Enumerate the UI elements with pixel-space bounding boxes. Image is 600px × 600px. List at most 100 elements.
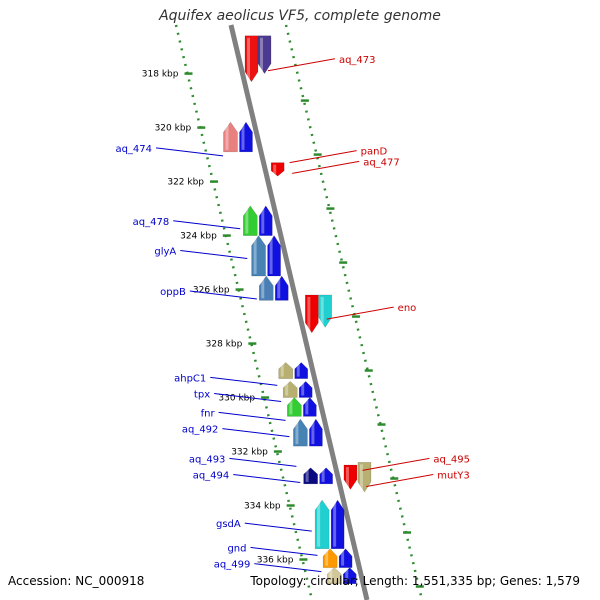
leader-line: [222, 428, 290, 438]
gene-gnd: [322, 548, 338, 568]
summary-text: Topology: circular; Length: 1,551,335 bp…: [250, 574, 580, 588]
gene-shine: [280, 364, 284, 377]
gene-shine: [311, 421, 315, 445]
gene-label-fnr: fnr: [201, 408, 216, 419]
gene-shine: [301, 383, 305, 396]
gene-shine: [246, 37, 250, 80]
gene-shine: [277, 278, 281, 299]
gene-shine: [261, 207, 265, 234]
gene-oppb: [259, 275, 274, 301]
gene-shine: [260, 37, 264, 72]
gene-shine: [295, 421, 299, 445]
gene-aq-477: [270, 162, 285, 177]
leader-line: [214, 393, 282, 403]
gene-shine: [261, 278, 265, 299]
gene-shine: [317, 502, 321, 547]
gene-label-aq-493: aq_493: [189, 454, 226, 465]
gene-aq-478-strand: [259, 205, 273, 236]
gene-shine: [289, 399, 293, 415]
gene-aq-473-partner: [257, 35, 272, 75]
tick-label: 322 kbp: [167, 178, 204, 188]
gene-shine: [333, 502, 337, 547]
gene-aq-495: [343, 464, 358, 490]
gene-label-oppb: oppB: [160, 287, 186, 298]
gene-shine: [321, 469, 325, 482]
gene-ahpc1: [278, 362, 293, 379]
leader-line: [267, 58, 336, 72]
gene-label-eno: eno: [398, 303, 417, 314]
gene-shine: [341, 550, 345, 566]
leader-line: [233, 474, 301, 484]
gene-label-aq-495: aq_495: [433, 454, 470, 465]
tick-label: 330 kbp: [218, 394, 255, 404]
gene-gsda-strand: [330, 499, 345, 549]
leader-line: [173, 220, 241, 230]
tick-label: 326 kbp: [193, 286, 230, 296]
gene-eno: [305, 294, 319, 334]
gene-shine: [225, 124, 229, 150]
gene-shine: [329, 569, 333, 582]
gene-shine: [285, 383, 289, 396]
gene-oppb-strand: [275, 275, 289, 301]
gene-shine: [307, 296, 311, 331]
gene-fnr: [287, 397, 302, 417]
gene-fnr-strand: [303, 397, 317, 417]
leader-line: [254, 563, 322, 573]
gene-shine: [269, 237, 273, 275]
leader-line: [250, 546, 318, 556]
gene-glya-strand: [267, 235, 281, 277]
leader-line: [292, 160, 360, 174]
tick-label: 334 kbp: [244, 502, 281, 512]
gene-tpx: [282, 380, 298, 398]
tick-label: 332 kbp: [231, 448, 268, 458]
tick-label: 318 kbp: [142, 70, 179, 80]
gene-shine: [253, 237, 257, 275]
gene-gnd-strand: [338, 548, 353, 568]
gene-label-ahpc1: ahpC1: [174, 373, 206, 384]
leader-line: [218, 411, 286, 421]
gene-label-gsda: gsdA: [216, 519, 241, 530]
gene-aq-494-strand: [319, 467, 333, 485]
leader-line: [229, 457, 297, 467]
gene-label-aq-478: aq_478: [133, 217, 170, 228]
gene-label-aq-473: aq_473: [339, 55, 376, 66]
gene-aq-492: [293, 418, 308, 447]
gene-ahpc1-strand: [294, 362, 308, 379]
gene-shine: [305, 399, 309, 415]
gene-label-tpx: tpx: [194, 390, 210, 401]
leader-line: [244, 522, 312, 532]
gene-shine: [305, 469, 309, 482]
gene-shine: [320, 296, 324, 326]
leader-line: [155, 147, 224, 157]
leader-line: [189, 290, 257, 300]
gene-label-aq-494: aq_494: [193, 471, 230, 482]
gene-shine: [345, 569, 349, 582]
gene-shine: [325, 550, 329, 566]
tick-label: 324 kbp: [180, 232, 217, 242]
leader-line: [210, 376, 278, 386]
gene-shine: [241, 124, 245, 150]
gene-aq-474: [223, 121, 238, 153]
gene-glya: [251, 235, 266, 277]
gene-shine: [273, 164, 277, 175]
gene-label-aq-474: aq_474: [115, 144, 152, 155]
gene-gsda: [314, 499, 330, 549]
gene-aq-473: [244, 35, 259, 83]
gene-tpx-strand: [298, 380, 313, 398]
gene-label-gnd: gnd: [227, 543, 246, 554]
gene-aq-478: [243, 205, 258, 236]
tick-label: 336 kbp: [257, 556, 294, 566]
gene-label-pand: panD: [361, 147, 388, 158]
gene-shine: [245, 207, 249, 234]
gene-label-aq-492: aq_492: [182, 425, 219, 436]
gene-label-aq-499: aq_499: [214, 560, 251, 571]
accession-text: Accession: NC_000918: [8, 574, 145, 588]
gene-aq-499-strand: [343, 567, 357, 585]
gene-aq-474-strand: [239, 121, 253, 153]
leader-line: [180, 249, 248, 259]
gene-shine: [296, 364, 300, 377]
gene-shine: [359, 464, 363, 491]
leader-line: [289, 150, 357, 164]
leader-line: [326, 306, 394, 320]
gene-aq-492-strand: [309, 418, 323, 447]
